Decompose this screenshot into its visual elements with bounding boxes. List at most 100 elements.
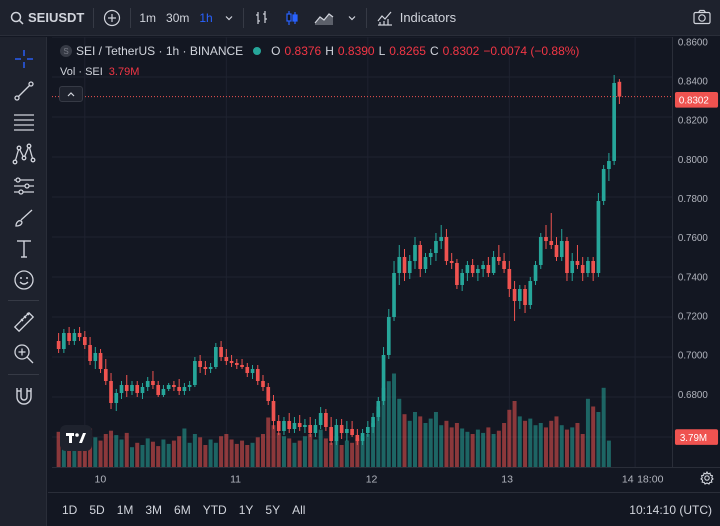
magnet-icon xyxy=(16,388,32,405)
last-price-badge xyxy=(674,92,719,108)
candle-body xyxy=(214,347,218,367)
candle-body xyxy=(114,393,119,403)
price-tick-label: 0.7400 xyxy=(678,272,708,283)
forecast-tool-button[interactable] xyxy=(12,174,36,198)
gear-icon xyxy=(700,470,714,485)
chevron-down-icon xyxy=(348,15,356,20)
magnet-tool-button[interactable] xyxy=(12,384,36,408)
candle-body xyxy=(544,237,548,241)
tradingview-logo[interactable] xyxy=(60,425,92,451)
candle-body xyxy=(266,387,271,401)
legend-open-value: 0.8376 xyxy=(284,44,322,58)
fib-tool-button[interactable] xyxy=(12,110,36,134)
candle-body xyxy=(586,261,590,273)
candle-body xyxy=(617,81,622,97)
indicators-button[interactable]: Indicators xyxy=(370,0,462,36)
chart-type-bars-button[interactable] xyxy=(247,0,277,36)
time-axis[interactable]: 10 11 12 13 14 18:00 xyxy=(52,467,720,491)
volume-bar xyxy=(544,427,549,467)
interval-30m[interactable]: 30m xyxy=(166,10,190,25)
trendline-tool-button[interactable] xyxy=(12,79,36,103)
volume-bar xyxy=(177,436,182,467)
candle-body xyxy=(497,257,501,261)
range-3m[interactable]: 3M xyxy=(145,502,163,517)
chart-type-area-button[interactable] xyxy=(307,0,341,36)
time-tick-label: 12 xyxy=(366,473,378,485)
camera-icon xyxy=(693,9,711,25)
measure-tool-button[interactable] xyxy=(12,310,36,334)
volume-bar xyxy=(171,440,176,467)
candle-body xyxy=(77,333,82,337)
volume-bar xyxy=(449,427,454,467)
volume-bar xyxy=(528,418,533,467)
snapshot-button[interactable] xyxy=(692,8,712,29)
candle-body xyxy=(428,253,433,257)
volume-bar xyxy=(523,420,528,467)
chart-type-dropdown[interactable] xyxy=(341,0,363,36)
volume-bar xyxy=(250,442,255,467)
range-6m[interactable]: 6M xyxy=(174,502,191,517)
brush-tool-button[interactable] xyxy=(12,206,36,230)
interval-dropdown[interactable] xyxy=(218,0,240,36)
candle-body xyxy=(103,369,108,381)
range-1m[interactable]: 1M xyxy=(116,502,134,517)
emoji-tool-button[interactable] xyxy=(12,268,36,292)
volume-bar xyxy=(376,406,381,467)
candle-body xyxy=(287,421,292,429)
time-tick-label: 14 xyxy=(622,473,634,485)
volume-bar xyxy=(486,427,491,467)
candle-body xyxy=(554,245,559,257)
last-volume-label: 3.79M xyxy=(680,433,707,444)
candle-body xyxy=(282,421,286,431)
pattern-tool-button[interactable] xyxy=(12,142,36,166)
top-toolbar: SEIUSDT 1m 30m 1h Indicators xyxy=(0,0,720,36)
range-ytd[interactable]: YTD xyxy=(202,502,227,517)
text-tool-button[interactable] xyxy=(12,237,36,261)
price-axis[interactable]: 0.8600 0.8400 0.8200 0.8000 0.7800 0.7600 0.74… xyxy=(672,37,720,467)
volume-bar xyxy=(481,432,486,467)
symbol-search[interactable]: SEIUSDT xyxy=(0,0,90,36)
range-5y[interactable]: 5Y xyxy=(265,502,281,517)
candle-body xyxy=(203,367,208,369)
volume-bar xyxy=(313,439,318,467)
volume-legend-label[interactable]: Vol · SEI xyxy=(60,66,103,78)
interval-1m[interactable]: 1m xyxy=(139,10,157,25)
volume-bar xyxy=(166,443,171,467)
candle-body xyxy=(360,433,365,441)
compare-button[interactable] xyxy=(97,0,127,36)
candle-body xyxy=(397,257,402,273)
candle-body xyxy=(261,381,265,387)
range-all[interactable]: All xyxy=(292,502,306,517)
volume-bar xyxy=(428,418,433,467)
brush-icon xyxy=(15,209,33,227)
utc-clock[interactable]: 10:14:10 (UTC) xyxy=(629,502,712,517)
interval-1h[interactable]: 1h xyxy=(199,10,213,25)
candle-body xyxy=(297,423,302,427)
zoom-tool-button[interactable] xyxy=(12,342,36,366)
volume-bar xyxy=(329,442,334,467)
candle-body xyxy=(502,261,506,269)
range-1y[interactable]: 1Y xyxy=(238,502,254,517)
smiley-icon xyxy=(14,270,34,290)
volume-bar xyxy=(470,434,475,467)
legend-title[interactable]: SEI / TetherUS · 1h · BINANCE xyxy=(76,44,244,58)
volume-bar xyxy=(266,417,271,467)
legend-collapse-button[interactable] xyxy=(59,86,83,102)
price-tick-label: 0.8000 xyxy=(678,155,708,166)
chart-settings-button[interactable] xyxy=(700,470,714,490)
crosshair-tool-button[interactable] xyxy=(12,47,36,71)
candle-body xyxy=(193,361,197,385)
range-5d[interactable]: 5D xyxy=(89,502,105,517)
candle-body xyxy=(523,289,527,305)
candle-body xyxy=(318,413,323,425)
candle-body xyxy=(130,385,134,391)
volume-bar xyxy=(507,409,512,467)
candle-body xyxy=(434,241,438,253)
chart-type-candles-button[interactable] xyxy=(277,0,307,36)
volume-bar xyxy=(350,442,355,467)
price-chart[interactable] xyxy=(52,37,672,467)
candle-body xyxy=(161,389,166,395)
candle-body xyxy=(402,257,407,273)
candle-body xyxy=(240,365,244,367)
range-1d[interactable]: 1D xyxy=(62,502,78,517)
